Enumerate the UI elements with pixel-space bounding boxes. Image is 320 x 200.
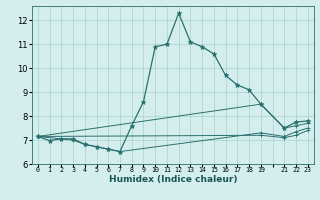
- X-axis label: Humidex (Indice chaleur): Humidex (Indice chaleur): [108, 175, 237, 184]
